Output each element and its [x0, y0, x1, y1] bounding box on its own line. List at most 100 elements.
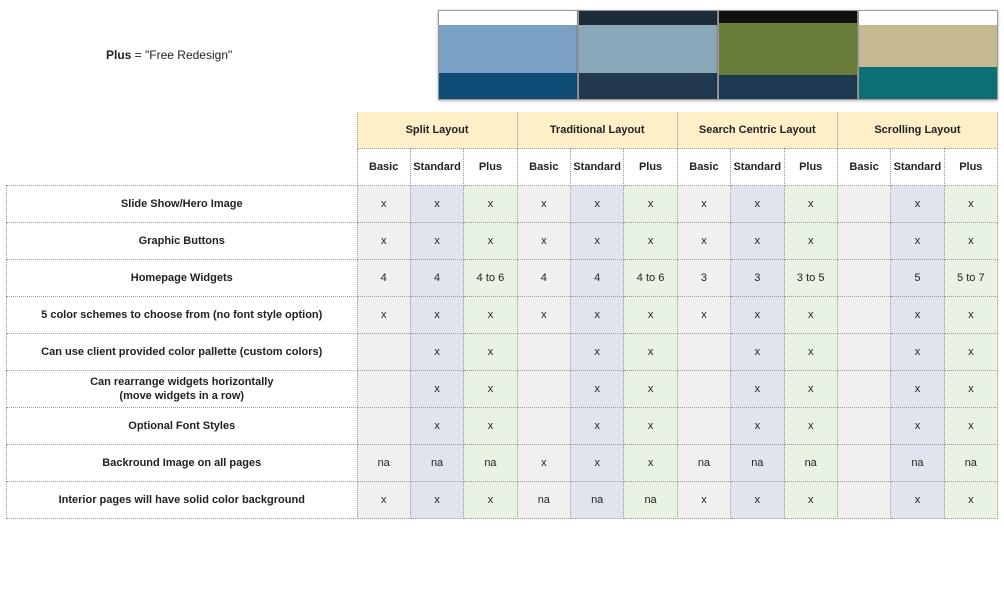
- tier-header: Basic: [517, 149, 570, 186]
- feature-cell: 4: [357, 260, 410, 297]
- feature-cell: na: [784, 445, 837, 482]
- feature-cell: x: [571, 223, 624, 260]
- feature-cell: x: [677, 186, 730, 223]
- feature-cell: 3: [677, 260, 730, 297]
- feature-cell: x: [891, 186, 944, 223]
- feature-cell: x: [571, 186, 624, 223]
- feature-cell: x: [571, 371, 624, 408]
- layout-thumbnail: [858, 10, 998, 100]
- feature-cell: x: [410, 408, 463, 445]
- feature-cell: [517, 334, 570, 371]
- feature-cell: na: [891, 445, 944, 482]
- feature-cell: [677, 408, 730, 445]
- feature-cell: 4: [571, 260, 624, 297]
- feature-cell: x: [944, 334, 997, 371]
- feature-label: Backround Image on all pages: [7, 445, 358, 482]
- feature-cell: x: [517, 223, 570, 260]
- feature-cell: x: [464, 223, 517, 260]
- feature-cell: x: [731, 297, 784, 334]
- feature-cell: na: [464, 445, 517, 482]
- feature-cell: x: [784, 297, 837, 334]
- feature-cell: x: [410, 334, 463, 371]
- feature-cell: x: [891, 297, 944, 334]
- feature-cell: x: [891, 334, 944, 371]
- feature-cell: x: [571, 334, 624, 371]
- feature-cell: x: [410, 223, 463, 260]
- feature-cell: x: [891, 371, 944, 408]
- feature-cell: [357, 408, 410, 445]
- comparison-table: Split LayoutTraditional LayoutSearch Cen…: [6, 112, 998, 519]
- feature-cell: 4 to 6: [464, 260, 517, 297]
- feature-cell: x: [624, 371, 677, 408]
- feature-cell: x: [731, 371, 784, 408]
- feature-cell: [837, 371, 890, 408]
- tier-header: Standard: [891, 149, 944, 186]
- feature-cell: [837, 445, 890, 482]
- feature-cell: na: [571, 482, 624, 519]
- feature-cell: x: [357, 482, 410, 519]
- feature-cell: 3: [731, 260, 784, 297]
- feature-cell: x: [464, 186, 517, 223]
- plus-note-bold: Plus: [106, 48, 131, 62]
- feature-cell: [677, 334, 730, 371]
- feature-cell: [517, 371, 570, 408]
- feature-cell: [837, 408, 890, 445]
- layout-header: Split Layout: [357, 112, 517, 149]
- layout-thumbnails: [438, 10, 998, 100]
- feature-cell: x: [357, 186, 410, 223]
- layout-thumbnail: [438, 10, 578, 100]
- feature-cell: x: [784, 186, 837, 223]
- feature-cell: [357, 334, 410, 371]
- tier-header: Basic: [837, 149, 890, 186]
- feature-cell: x: [731, 223, 784, 260]
- layout-header: Traditional Layout: [517, 112, 677, 149]
- tier-header: Plus: [624, 149, 677, 186]
- feature-cell: x: [357, 223, 410, 260]
- feature-cell: [837, 186, 890, 223]
- feature-cell: x: [944, 186, 997, 223]
- feature-cell: 4 to 6: [624, 260, 677, 297]
- feature-cell: x: [731, 186, 784, 223]
- feature-label: Can rearrange widgets horizontally(move …: [7, 371, 358, 408]
- layout-thumbnail: [718, 10, 858, 100]
- layout-thumbnail: [578, 10, 718, 100]
- feature-cell: x: [624, 408, 677, 445]
- feature-cell: x: [464, 408, 517, 445]
- feature-cell: na: [517, 482, 570, 519]
- feature-cell: x: [517, 445, 570, 482]
- top-row: Plus = "Free Redesign": [6, 10, 998, 100]
- feature-cell: [357, 371, 410, 408]
- feature-cell: x: [677, 297, 730, 334]
- corner-cell: [7, 112, 358, 149]
- tier-header: Basic: [357, 149, 410, 186]
- feature-label: Interior pages will have solid color bac…: [7, 482, 358, 519]
- tier-header: Plus: [464, 149, 517, 186]
- feature-cell: [837, 482, 890, 519]
- corner-cell: [7, 149, 358, 186]
- plus-note-rest: = "Free Redesign": [131, 48, 232, 62]
- feature-cell: x: [357, 297, 410, 334]
- feature-cell: x: [624, 297, 677, 334]
- feature-cell: x: [677, 223, 730, 260]
- feature-cell: [837, 297, 890, 334]
- feature-label: Homepage Widgets: [7, 260, 358, 297]
- feature-cell: x: [731, 482, 784, 519]
- feature-cell: x: [624, 186, 677, 223]
- tier-header: Basic: [677, 149, 730, 186]
- feature-cell: na: [677, 445, 730, 482]
- tier-header: Standard: [410, 149, 463, 186]
- feature-cell: na: [731, 445, 784, 482]
- feature-label: Can use client provided color pallette (…: [7, 334, 358, 371]
- feature-cell: 4: [410, 260, 463, 297]
- feature-cell: x: [571, 445, 624, 482]
- feature-cell: x: [517, 297, 570, 334]
- tier-header: Plus: [784, 149, 837, 186]
- feature-cell: x: [517, 186, 570, 223]
- feature-label: 5 color schemes to choose from (no font …: [7, 297, 358, 334]
- feature-cell: x: [784, 408, 837, 445]
- feature-cell: x: [624, 334, 677, 371]
- feature-cell: x: [784, 223, 837, 260]
- feature-cell: x: [624, 223, 677, 260]
- feature-cell: x: [731, 334, 784, 371]
- layout-header: Scrolling Layout: [837, 112, 997, 149]
